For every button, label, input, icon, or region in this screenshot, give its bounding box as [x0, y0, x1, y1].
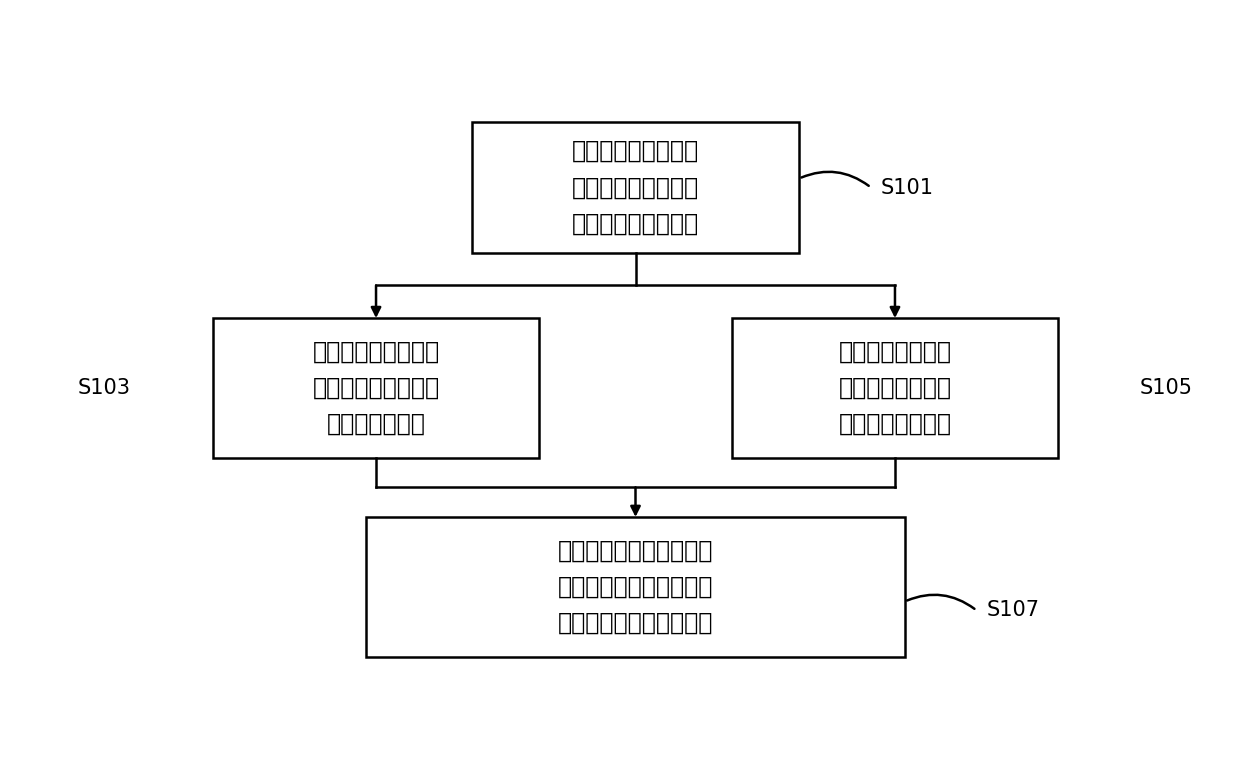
Text: 在第二距离范围内
进行影像侦测以得
到多个可见光影像: 在第二距离范围内 进行影像侦测以得 到多个可见光影像 [838, 339, 951, 436]
Bar [732, 318, 1058, 458]
Text: S105: S105 [1140, 378, 1193, 398]
Bar [367, 517, 905, 657]
Text: S101: S101 [880, 177, 934, 197]
Bar [472, 122, 799, 253]
Text: 提供一感光数组其包
括不可见光感光像素
以及可见光感光像素: 提供一感光数组其包 括不可见光感光像素 以及可见光感光像素 [572, 139, 699, 236]
Text: S107: S107 [986, 601, 1039, 621]
Text: 利用一处理单元处理不可
见光影像与可见光影像以
得到待测物体的动作信息: 利用一处理单元处理不可 见光影像与可见光影像以 得到待测物体的动作信息 [558, 538, 713, 635]
Bar [213, 318, 539, 458]
Text: S103: S103 [78, 378, 131, 398]
Text: 在第一距离范围内进
行影像侦测以得到多
个不可见光影像: 在第一距离范围内进 行影像侦测以得到多 个不可见光影像 [312, 339, 440, 436]
